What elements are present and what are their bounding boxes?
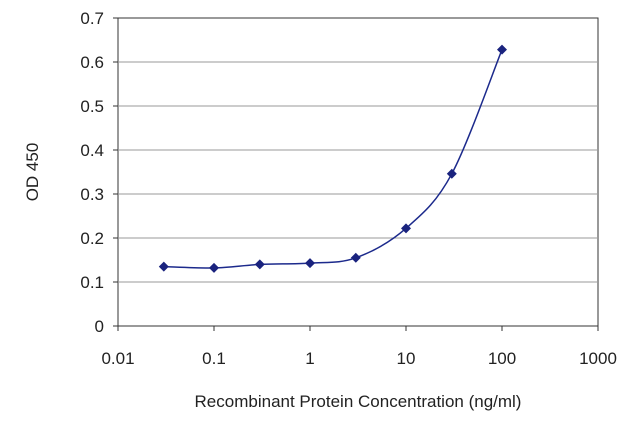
grid-lines: [118, 61, 598, 283]
x-axis-ticks: 0.01 0.1 1 10 100 1000: [101, 326, 617, 368]
y-tick-label: 0.5: [80, 97, 104, 116]
data-point-marker: [254, 259, 265, 270]
x-tick-label: 1: [305, 349, 314, 368]
x-axis-label: Recombinant Protein Concentration (ng/ml…: [195, 392, 522, 411]
data-point-marker: [446, 168, 457, 179]
plot-area: [117, 17, 599, 327]
data-point-marker: [305, 258, 315, 269]
data-point-marker: [158, 261, 169, 272]
x-tick-label: 0.1: [202, 349, 226, 368]
y-tick-label: 0.2: [80, 229, 104, 248]
x-tick-label: 100: [488, 349, 516, 368]
data-point-marker: [209, 262, 219, 273]
data-point-marker: [401, 223, 411, 234]
y-tick-label: 0.4: [80, 141, 104, 160]
y-tick-label: 0: [95, 317, 104, 336]
series-group: [158, 44, 507, 273]
y-tick-label: 0.3: [80, 185, 104, 204]
y-tick-label: 0.6: [80, 53, 104, 72]
x-tick-label: 10: [397, 349, 416, 368]
data-point-marker: [497, 44, 507, 55]
x-tick-label: 0.01: [101, 349, 134, 368]
y-axis-ticks: 0 0.1 0.2 0.3 0.4 0.5 0.6 0.7: [80, 9, 118, 336]
y-tick-label: 0.7: [80, 9, 104, 28]
y-tick-label: 0.1: [80, 273, 104, 292]
data-point-marker: [350, 252, 361, 263]
x-tick-label: 1000: [579, 349, 617, 368]
y-axis-label: OD 450: [23, 143, 42, 202]
series-line: [163, 49, 503, 269]
